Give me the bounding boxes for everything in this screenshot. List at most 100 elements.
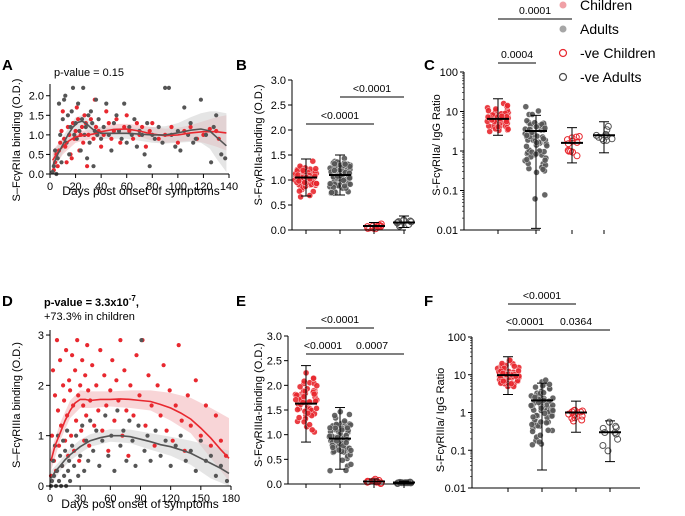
data-point-adults — [538, 405, 545, 412]
data-point-adults — [214, 113, 219, 118]
data-point-ve-children — [575, 133, 583, 140]
data-point-adults — [82, 468, 87, 473]
data-point-children — [140, 124, 145, 130]
data-point-children — [131, 413, 136, 418]
data-point-children — [176, 343, 181, 348]
data-point-adults — [213, 473, 218, 478]
data-point-adults — [163, 85, 168, 90]
data-point-children — [85, 343, 90, 348]
data-point-adults — [91, 164, 96, 169]
y-tick-label: 2.0 — [271, 125, 286, 137]
data-point-adults — [112, 468, 117, 473]
data-point-adults — [65, 428, 70, 433]
data-point-children — [85, 164, 90, 169]
data-point-children — [81, 140, 86, 145]
data-point-children — [301, 388, 309, 395]
data-point-children — [106, 121, 111, 126]
data-point-children — [55, 164, 60, 169]
data-point-children — [134, 353, 139, 358]
data-point-adults — [540, 135, 547, 142]
data-point-children — [295, 177, 302, 185]
y-tick-label: 10 — [446, 107, 458, 119]
data-point-children — [64, 160, 69, 165]
data-point-adults — [65, 113, 70, 118]
data-point-adults — [543, 142, 550, 150]
data-point-children — [198, 433, 203, 438]
data-point-children — [313, 382, 320, 389]
data-point-adults — [94, 428, 99, 433]
data-point-children — [147, 128, 152, 134]
data-point-children — [104, 403, 109, 408]
data-point-adults — [342, 467, 350, 474]
data-point-adults — [541, 156, 549, 164]
data-point-adults — [91, 448, 96, 453]
confidence-band-adults — [51, 429, 229, 486]
data-point-children — [77, 458, 82, 463]
data-point-children — [179, 418, 184, 423]
plot-area-b: 0.0 0.5 1.0 1.5 2.0 2.5 3.0 <0.0001 <0.0001 — [271, 75, 415, 237]
data-point-adults — [132, 117, 137, 122]
data-point-adults — [166, 85, 171, 90]
data-point-children — [161, 363, 166, 368]
data-point-adults — [63, 448, 68, 453]
data-point-adults — [327, 180, 334, 187]
data-point-adults — [531, 195, 539, 203]
data-point-children — [70, 353, 75, 358]
data-point-children — [292, 396, 299, 403]
data-point-ve-adults — [612, 422, 620, 430]
data-point-adults — [56, 478, 62, 484]
data-point-children — [88, 117, 93, 122]
fit-line-adults — [50, 434, 230, 479]
data-point-children — [61, 383, 66, 388]
data-point-children — [94, 383, 99, 388]
data-point-adults — [111, 121, 116, 126]
data-point-ve-children — [573, 152, 581, 160]
data-point-children — [175, 140, 180, 145]
annotation-d: p-value = 3.3x10-7, — [44, 294, 139, 309]
data-point-adults — [78, 453, 83, 458]
y-tick-label: 0.1 — [451, 445, 466, 457]
y-tick-label: 100 — [440, 67, 458, 79]
data-point-children — [92, 423, 97, 428]
y-tick-label: 1.5 — [267, 405, 282, 417]
data-point-adults — [188, 448, 193, 453]
data-point-adults — [61, 438, 66, 443]
data-point-adults — [145, 121, 150, 126]
data-point-adults — [329, 444, 336, 451]
y-tick-label: 0.01 — [445, 483, 466, 495]
data-point-children — [312, 165, 319, 172]
data-point-children — [188, 124, 193, 130]
legend-label-children: Children — [580, 0, 632, 13]
data-point-adults — [83, 124, 88, 130]
data-point-children — [146, 373, 151, 378]
data-point-adults — [340, 177, 347, 184]
data-point-adults — [69, 109, 74, 114]
x-tick-label: 90 — [134, 493, 146, 505]
legend-marker-adults — [559, 25, 567, 33]
data-point-children — [309, 426, 316, 434]
data-point-adults — [70, 85, 76, 90]
data-point-children — [82, 113, 87, 118]
data-point-children — [126, 453, 131, 458]
data-point-adults — [99, 136, 104, 141]
y-tick-label: 2 — [38, 380, 44, 392]
data-point-adults — [106, 453, 111, 458]
y-tick-label: 3.0 — [267, 331, 282, 343]
data-point-adults — [101, 124, 106, 130]
data-point-adults — [343, 439, 350, 446]
y-tick-label: 1 — [38, 431, 44, 443]
data-point-adults — [62, 97, 67, 102]
data-point-adults — [528, 421, 536, 428]
data-point-adults — [85, 156, 90, 161]
data-point-adults — [543, 419, 550, 426]
data-point-children — [60, 109, 65, 114]
data-point-children — [152, 443, 157, 448]
data-point-adults — [49, 478, 55, 484]
data-point-adults — [142, 448, 147, 453]
data-point-adults — [523, 156, 530, 163]
data-point-adults — [147, 164, 152, 169]
data-point-children — [106, 448, 111, 453]
data-point-children — [504, 126, 512, 133]
x-tick-label: 100 — [169, 181, 187, 193]
